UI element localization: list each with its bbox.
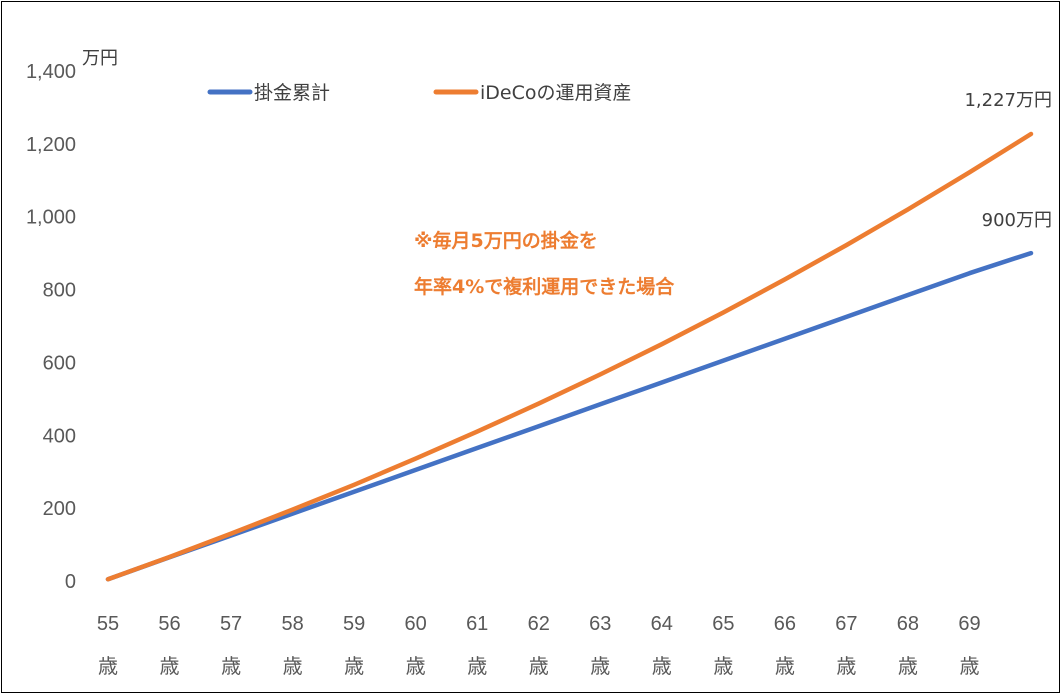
- y-tick-label-400: 400: [43, 425, 76, 447]
- x-tick-label-61: 61: [466, 613, 488, 635]
- x-tick-label-68: 68: [897, 613, 919, 635]
- legend-label-ideco-assets: iDeCoの運用資産: [480, 82, 632, 104]
- x-tick-sublabel-56: 歳: [160, 655, 180, 678]
- x-tick-sublabel-64: 歳: [652, 655, 672, 678]
- end-label-cumulative-contributions: 900万円: [982, 210, 1052, 231]
- x-tick-label-56: 56: [158, 613, 180, 635]
- annotation-line-2: 年率4%で複利運用できた場合: [414, 275, 675, 298]
- x-tick-sublabel-58: 歳: [283, 655, 303, 678]
- x-tick-label-69: 69: [958, 613, 980, 635]
- x-tick-sublabel-63: 歳: [590, 655, 610, 678]
- y-tick-label-600: 600: [43, 352, 76, 374]
- x-tick-sublabel-66: 歳: [775, 655, 795, 678]
- x-tick-sublabel-69: 歳: [959, 655, 979, 678]
- y-tick-label-1200: 1,200: [26, 134, 76, 156]
- x-tick-label-59: 59: [343, 613, 365, 635]
- x-tick-sublabel-65: 歳: [713, 655, 733, 678]
- x-tick-label-57: 57: [220, 613, 242, 635]
- y-tick-label-0: 0: [65, 571, 76, 593]
- y-tick-label-800: 800: [43, 280, 76, 302]
- x-tick-label-55: 55: [97, 613, 119, 635]
- x-tick-sublabel-67: 歳: [836, 655, 856, 678]
- x-tick-label-67: 67: [835, 613, 857, 635]
- y-tick-label-1000: 1,000: [26, 207, 76, 229]
- x-tick-sublabel-60: 歳: [406, 655, 426, 678]
- x-tick-label-64: 64: [651, 613, 673, 635]
- y-tick-label-200: 200: [43, 498, 76, 520]
- series-line-ideco-assets: [105, 131, 1034, 582]
- series-line-cumulative-contributions: [105, 250, 1034, 582]
- x-tick-sublabel-59: 歳: [344, 655, 364, 678]
- end-label-ideco-assets: 1,227万円: [964, 90, 1052, 111]
- x-tick-sublabel-62: 歳: [529, 655, 549, 678]
- x-tick-label-58: 58: [281, 613, 303, 635]
- x-tick-label-62: 62: [528, 613, 550, 635]
- y-axis-ticks: 0 200 400 600 800 1,000 1,200 1,400: [26, 61, 76, 593]
- legend-label-cumulative-contributions: 掛金累計: [254, 82, 330, 104]
- x-tick-sublabel-57: 歳: [221, 655, 241, 678]
- x-axis-ticks: 55 歳 56 歳 57 歳 58 歳 59 歳 60 歳 61 歳 62 歳 63 歳 64 歳 65 歳 66 歳 67 歳 6…: [97, 613, 981, 678]
- legend: 掛金累計 iDeCoの運用資産: [207, 82, 632, 104]
- x-tick-label-65: 65: [712, 613, 734, 635]
- x-tick-label-63: 63: [589, 613, 611, 635]
- annotation-line-1: ※毎月5万円の掛金を: [414, 229, 598, 252]
- x-tick-sublabel-68: 歳: [898, 655, 918, 678]
- x-tick-label-60: 60: [405, 613, 427, 635]
- x-tick-sublabel-61: 歳: [467, 655, 487, 678]
- x-tick-label-66: 66: [774, 613, 796, 635]
- x-tick-sublabel-55: 歳: [98, 655, 118, 678]
- y-axis-unit-label: 万円: [82, 48, 118, 69]
- series-lines: [105, 131, 1034, 582]
- y-tick-label-1400: 1,400: [26, 61, 76, 83]
